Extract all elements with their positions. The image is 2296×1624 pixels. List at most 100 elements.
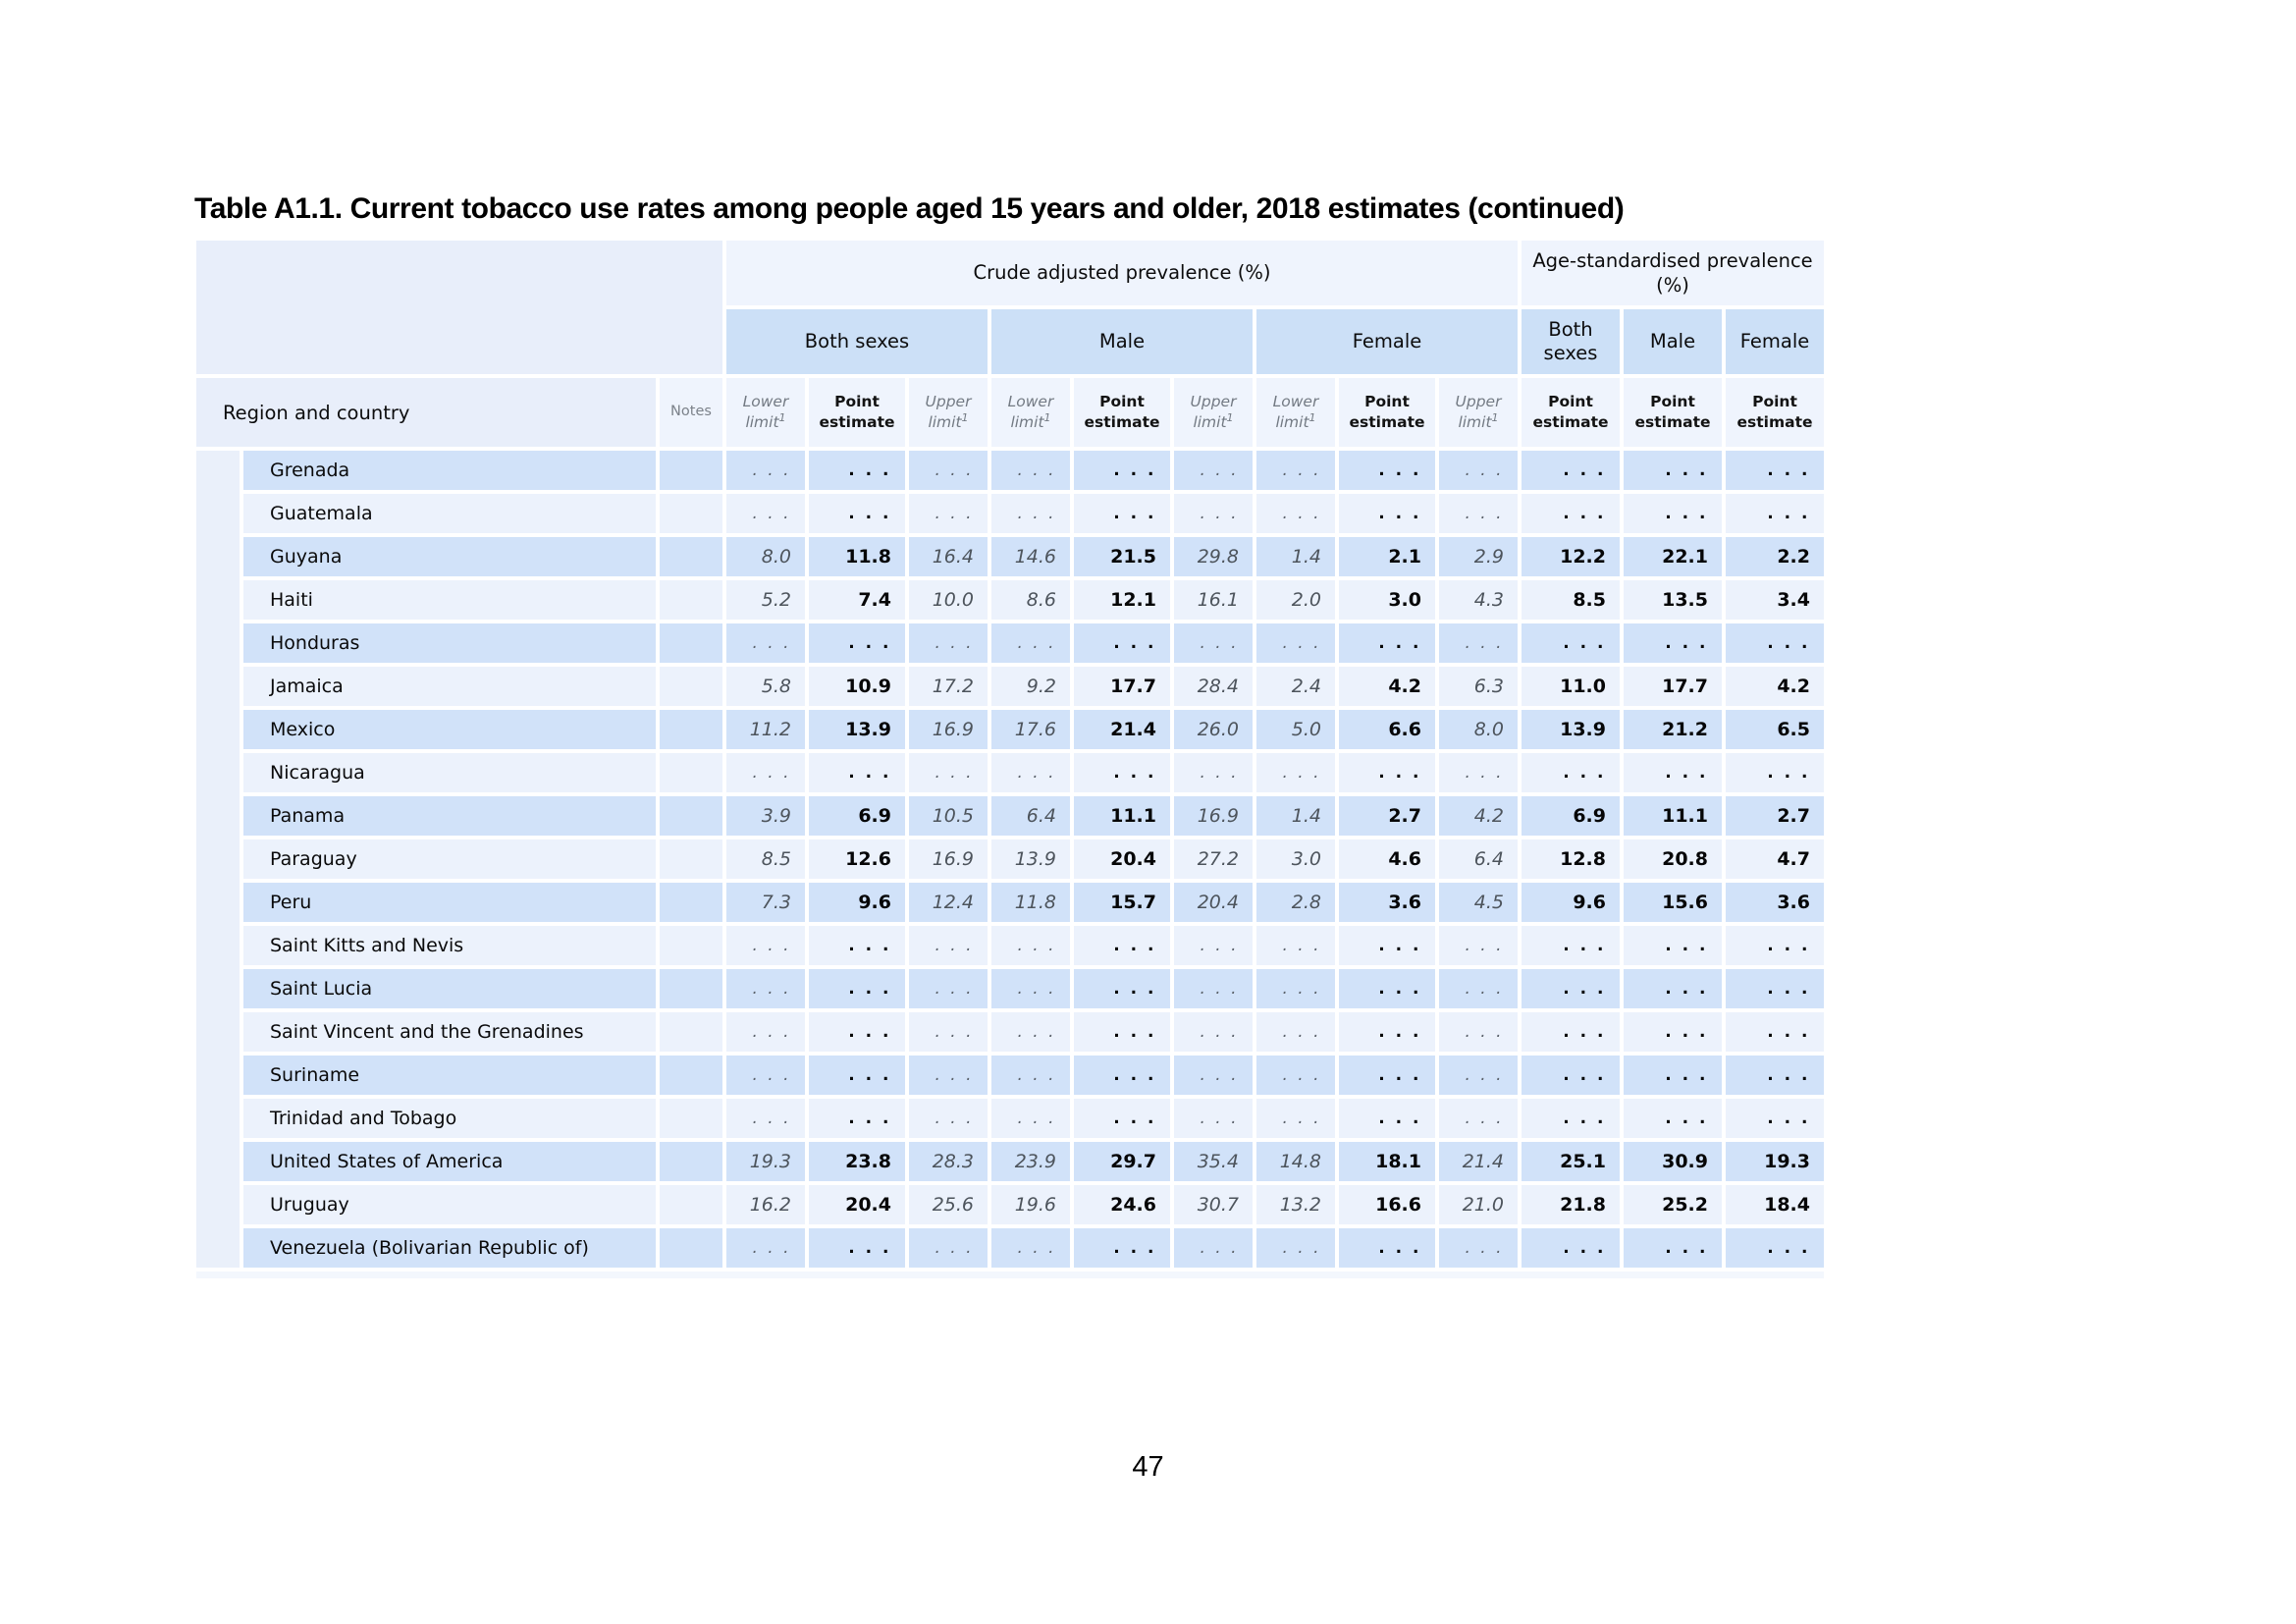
- value-cell: . . .: [1624, 969, 1722, 1008]
- value-cell: . . .: [1074, 753, 1170, 792]
- value-cell: . . .: [1726, 1099, 1824, 1138]
- value-cell: 20.8: [1624, 839, 1722, 879]
- value-cell: . . .: [991, 1056, 1070, 1095]
- value-cell: . . .: [726, 926, 805, 965]
- value-cell: . . .: [809, 1056, 905, 1095]
- value-cell: . . .: [1726, 753, 1824, 792]
- value-cell: . . .: [909, 1012, 988, 1052]
- value-cell: 4.5: [1439, 883, 1518, 922]
- table-row: Panama 3.9 6.9 10.5 6.4 11.1 16.9 1.4 2.7 4.2 6.9 1…: [196, 796, 1824, 836]
- table-row: Nicaragua. . .. . .. . .. . .. . .. . ..…: [196, 753, 1824, 792]
- country-cell: Paraguay: [243, 839, 656, 879]
- value-cell: 2.8: [1256, 883, 1335, 922]
- value-cell: . . .: [1726, 969, 1824, 1008]
- value-cell: 21.4: [1439, 1142, 1518, 1181]
- value-cell: 4.2: [1726, 667, 1824, 706]
- as-female-header: Female: [1726, 309, 1824, 374]
- value-cell: . . .: [909, 1099, 988, 1138]
- value-cell: . . .: [909, 494, 988, 533]
- point-estimate-header: Point estimate: [1522, 378, 1620, 447]
- value-cell: 21.2: [1624, 710, 1722, 749]
- value-cell: 9.6: [809, 883, 905, 922]
- table-row: Saint Vincent and the Grenadines. . .. .…: [196, 1012, 1824, 1052]
- value-cell: . . .: [1624, 1228, 1722, 1268]
- value-cell: 16.1: [1174, 580, 1253, 620]
- value-cell: . . .: [909, 969, 988, 1008]
- notes-cell: [660, 796, 722, 836]
- value-cell: . . .: [1074, 1056, 1170, 1095]
- country-cell: Grenada: [243, 451, 656, 490]
- value-cell: . . .: [1174, 451, 1253, 490]
- value-cell: 25.2: [1624, 1185, 1722, 1224]
- value-cell: 12.2: [1522, 537, 1620, 576]
- lower-limit-header: Lower limit1: [1256, 378, 1335, 447]
- table-row: Saint Lucia. . .. . .. . .. . .. . .. . …: [196, 969, 1824, 1008]
- value-cell: 4.6: [1339, 839, 1435, 879]
- value-cell: 6.3: [1439, 667, 1518, 706]
- value-cell: 7.3: [726, 883, 805, 922]
- country-cell: Mexico: [243, 710, 656, 749]
- value-cell: . . .: [1174, 1228, 1253, 1268]
- value-cell: 11.2: [726, 710, 805, 749]
- value-cell: . . .: [991, 1228, 1070, 1268]
- value-cell: 19.6: [991, 1185, 1070, 1224]
- notes-cell: [660, 753, 722, 792]
- value-cell: 19.3: [726, 1142, 805, 1181]
- country-cell: Jamaica: [243, 667, 656, 706]
- value-cell: 13.2: [1256, 1185, 1335, 1224]
- value-cell: 30.9: [1624, 1142, 1722, 1181]
- value-cell: . . .: [1522, 1012, 1620, 1052]
- value-cell: 12.1: [1074, 580, 1170, 620]
- value-cell: 2.7: [1726, 796, 1824, 836]
- value-cell: . . .: [1624, 1012, 1722, 1052]
- value-cell: . . .: [1174, 1012, 1253, 1052]
- value-cell: . . .: [1256, 1056, 1335, 1095]
- value-cell: . . .: [991, 451, 1070, 490]
- upper-limit-header: Upper limit1: [1174, 378, 1253, 447]
- country-cell: Trinidad and Tobago: [243, 1099, 656, 1138]
- value-cell: . . .: [1339, 969, 1435, 1008]
- value-cell: 3.0: [1256, 839, 1335, 879]
- value-cell: . . .: [1522, 1056, 1620, 1095]
- value-cell: 12.6: [809, 839, 905, 879]
- value-cell: . . .: [1726, 494, 1824, 533]
- notes-cell: [660, 537, 722, 576]
- value-cell: 5.8: [726, 667, 805, 706]
- value-cell: 12.4: [909, 883, 988, 922]
- value-cell: . . .: [1074, 451, 1170, 490]
- value-cell: 13.9: [991, 839, 1070, 879]
- notes-cell: [660, 1185, 722, 1224]
- upper-limit-header: Upper limit1: [1439, 378, 1518, 447]
- value-cell: . . .: [1624, 926, 1722, 965]
- country-cell: Honduras: [243, 623, 656, 663]
- value-cell: 25.6: [909, 1185, 988, 1224]
- value-cell: . . .: [1522, 753, 1620, 792]
- value-cell: 29.7: [1074, 1142, 1170, 1181]
- value-cell: . . .: [809, 623, 905, 663]
- value-cell: . . .: [726, 1012, 805, 1052]
- notes-cell: [660, 451, 722, 490]
- value-cell: 10.9: [809, 667, 905, 706]
- value-cell: 21.5: [1074, 537, 1170, 576]
- as-male-header: Male: [1624, 309, 1722, 374]
- value-cell: 35.4: [1174, 1142, 1253, 1181]
- value-cell: 5.0: [1256, 710, 1335, 749]
- value-cell: 25.1: [1522, 1142, 1620, 1181]
- country-cell: Haiti: [243, 580, 656, 620]
- group-header-row: Crude adjusted prevalence (%) Age-standa…: [196, 241, 1824, 374]
- value-cell: . . .: [1256, 1099, 1335, 1138]
- value-cell: . . .: [1174, 623, 1253, 663]
- value-cell: 18.4: [1726, 1185, 1824, 1224]
- tobacco-use-table: Crude adjusted prevalence (%) Age-standa…: [192, 237, 1828, 1282]
- value-cell: . . .: [991, 753, 1070, 792]
- value-cell: . . .: [726, 623, 805, 663]
- value-cell: . . .: [726, 1099, 805, 1138]
- value-cell: 24.6: [1074, 1185, 1170, 1224]
- value-cell: . . .: [1624, 451, 1722, 490]
- value-cell: 2.7: [1339, 796, 1435, 836]
- corner-cell: [196, 241, 722, 374]
- value-cell: . . .: [726, 451, 805, 490]
- value-cell: . . .: [726, 494, 805, 533]
- country-cell: Suriname: [243, 1056, 656, 1095]
- value-cell: 16.9: [909, 710, 988, 749]
